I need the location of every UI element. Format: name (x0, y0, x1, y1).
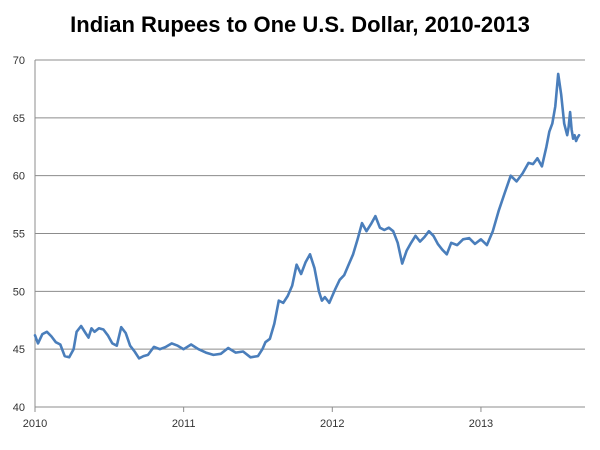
gridlines (35, 59, 585, 350)
y-tick-label: 40 (13, 402, 25, 414)
axes (34, 60, 585, 412)
y-tick-labels: 40 45 50 55 60 65 70 (13, 55, 25, 414)
x-tick-label: 2011 (172, 418, 196, 430)
x-tick-label: 2013 (469, 418, 493, 430)
y-tick-label: 50 (13, 286, 25, 298)
y-tick-label: 55 (13, 229, 25, 241)
y-tick-label: 65 (13, 113, 25, 125)
x-tick-label: 2010 (23, 418, 47, 430)
y-tick-label: 60 (13, 171, 25, 183)
y-tick-label: 45 (13, 344, 25, 356)
series-layer (33, 72, 581, 360)
chart-title: Indian Rupees to One U.S. Dollar, 2010-2… (70, 12, 530, 37)
x-tick-label: 2012 (320, 418, 344, 430)
x-tick-labels: 2010 2011 2012 2013 (23, 418, 493, 430)
series-line (33, 72, 581, 360)
y-tick-label: 70 (13, 55, 25, 67)
